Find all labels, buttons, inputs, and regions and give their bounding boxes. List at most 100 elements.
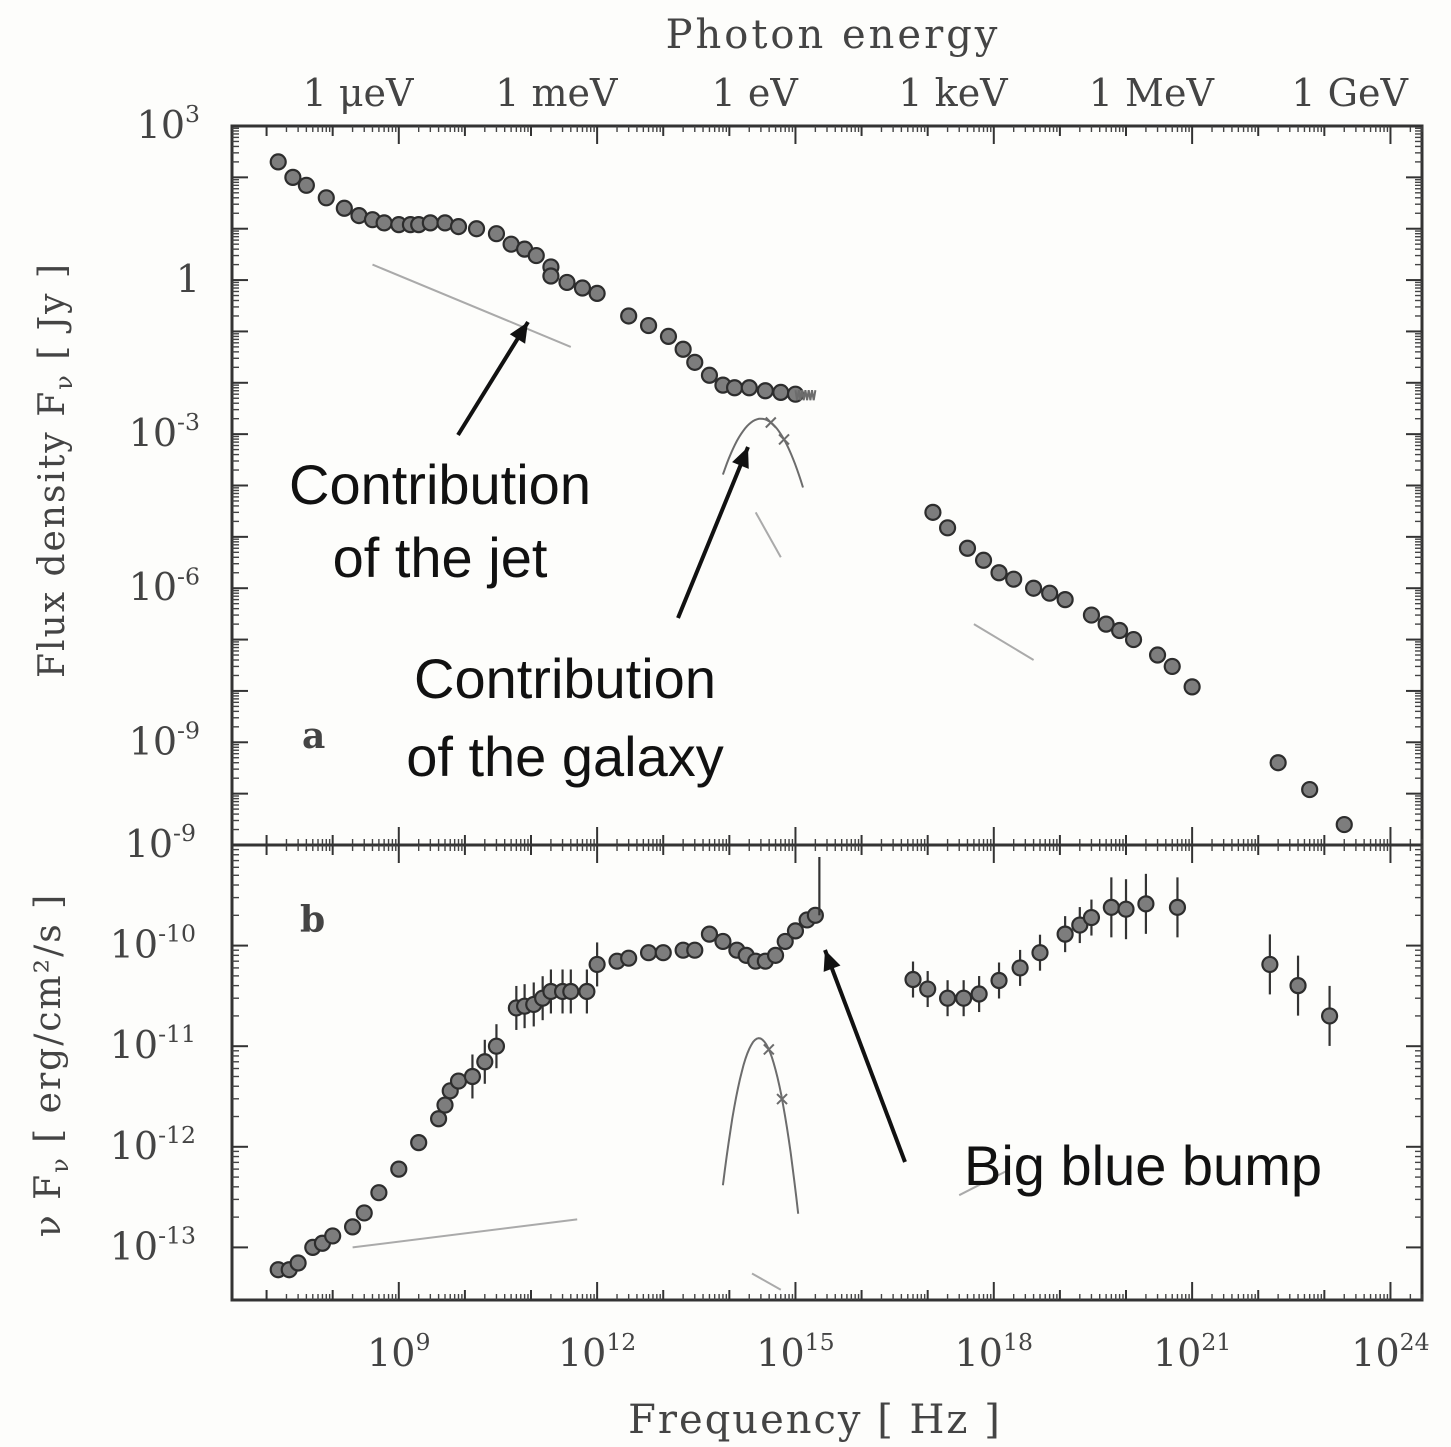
panel-a-y-tick-label: 103 xyxy=(137,100,200,147)
panel-b-data-point xyxy=(429,1110,448,1128)
panel-a-data-point xyxy=(542,267,560,285)
panel-b-data-point xyxy=(1011,959,1029,977)
x-tick-label: 1018 xyxy=(955,1328,1033,1375)
annotation-big-blue-bump: Big blue bump xyxy=(964,1134,1322,1197)
panel-b-data-point xyxy=(700,925,719,943)
panel-a-data-point xyxy=(1301,780,1319,799)
panel-b-data-point xyxy=(904,970,922,989)
panel-a-data-point xyxy=(700,366,719,384)
panel-a-y-axis-label-unit: [ Jy ] xyxy=(32,262,73,373)
panel-a-data-point xyxy=(1097,615,1115,633)
panel-b-galaxy-faint-line xyxy=(751,1272,782,1291)
panel-b-data-point xyxy=(955,989,973,1007)
panel-b-data-point xyxy=(370,1184,388,1202)
panel-a-label: a xyxy=(302,715,325,757)
panel-a-galaxy-component-curve xyxy=(721,417,804,488)
top-axis-tick-label: 1 GeV xyxy=(1291,71,1408,115)
panel-a-data-point xyxy=(1082,606,1101,624)
panel-b-y-tick-label-exp: -12 xyxy=(158,1121,196,1149)
panel-a-y-tick-label: 1 xyxy=(176,257,200,301)
panel-b-y-axis-label-unit: [ erg/cm²/s ] xyxy=(28,893,69,1156)
x-tick-label: 1021 xyxy=(1153,1328,1231,1375)
x-tick-label-base: 10 xyxy=(1351,1331,1399,1375)
panel-a-data-point xyxy=(1335,815,1353,834)
top-axis-tick-label: 1 MeV xyxy=(1089,71,1215,115)
top-axis-tick-label: 1 eV xyxy=(712,71,799,115)
panel-a-data-point xyxy=(573,279,592,297)
x-tick-label-base: 10 xyxy=(955,1331,1003,1375)
panel-a-data-point xyxy=(335,199,353,217)
panel-b-data-point xyxy=(1102,898,1120,916)
x-tick-label-exp: 9 xyxy=(415,1328,430,1356)
panel-b-data-point xyxy=(1117,900,1135,918)
panel-a-data-point xyxy=(725,379,744,397)
x-tick-label: 1012 xyxy=(558,1328,636,1375)
panel-b-y-tick-label: 10-12 xyxy=(110,1121,196,1168)
panel-a-data-point xyxy=(1056,591,1074,609)
panel-b-galaxy-component-curve xyxy=(721,1037,800,1214)
annotation-galaxy-line-2: of the galaxy xyxy=(406,725,724,788)
panel-a-data-point xyxy=(1024,579,1043,597)
panel-a-data-point xyxy=(527,246,545,265)
panel-a-data-point xyxy=(467,220,486,238)
panel-a-data-point xyxy=(284,168,302,186)
panel-b-data-point xyxy=(1056,925,1074,943)
panel-a-data-point xyxy=(1183,678,1201,696)
panel-b-y-axis-label-sub: ν xyxy=(46,1156,74,1173)
panel-b-y-tick-label-exp: -10 xyxy=(158,920,196,948)
panel-a-data-point xyxy=(269,153,287,171)
top-axis-title: Photon energy xyxy=(666,12,1001,58)
panel-b-data-point xyxy=(588,955,606,974)
annotation-galaxy-line-1: Contribution xyxy=(414,647,716,710)
panel-a-noisy-uv-trace xyxy=(794,390,817,401)
x-tick-label-exp: 21 xyxy=(1201,1328,1231,1356)
panel-a-y-tick-label-exp: -9 xyxy=(177,716,200,744)
panel-b-y-tick-label-base: 10 xyxy=(110,1023,158,1067)
panel-b-data-point xyxy=(1320,1007,1339,1025)
panel-b-data-point xyxy=(620,949,638,967)
panel-a-data-point xyxy=(1148,646,1167,664)
panel-b-data-point xyxy=(463,1067,482,1086)
panel-a-jet-component-line xyxy=(372,263,572,348)
panel-b-galaxy-component-curve-marker xyxy=(776,1093,788,1105)
panel-b-y-axis-label-main: ν F xyxy=(28,1173,69,1237)
panel-a-y-tick-label-base: 10 xyxy=(129,565,177,609)
panel-a-galaxy-component-curve-marker xyxy=(765,416,777,429)
panel-a-y-tick-label-base: 10 xyxy=(137,103,185,147)
panel-b-y-tick-label: 10-13 xyxy=(110,1221,196,1268)
panel-a-y-axis-label: Flux density Fν [ Jy ] xyxy=(32,262,78,678)
panel-b-y-tick-label-base: 10 xyxy=(125,822,173,866)
panel-b-data-point xyxy=(639,944,658,962)
panel-b-y-tick-label-base: 10 xyxy=(110,1224,158,1268)
panel-a-data-point xyxy=(1005,570,1023,588)
panel-b-data-point xyxy=(1082,908,1101,927)
x-tick-label: 1015 xyxy=(756,1328,834,1375)
panel-b-data-point xyxy=(289,1254,307,1272)
panel-b-high-energy-component-line xyxy=(958,1169,1008,1197)
panel-b-data-point xyxy=(324,1227,342,1245)
panel-b-y-tick-label-exp: -13 xyxy=(158,1221,196,1249)
panel-b-data-point xyxy=(786,922,805,940)
panel-a-data-point xyxy=(740,379,758,397)
panel-b-data-point xyxy=(1168,898,1187,916)
x-tick-label: 109 xyxy=(367,1328,430,1375)
panel-a-y-tick-label-exp: 3 xyxy=(185,100,200,128)
x-tick-label-exp: 12 xyxy=(606,1328,636,1356)
annotation-jet-arrow-head xyxy=(509,322,528,344)
panel-a-y-tick-label-exp: -6 xyxy=(177,562,200,590)
panel-a-data-point xyxy=(938,519,957,537)
panel-a-y-tick-label: 10-6 xyxy=(129,562,200,609)
annotation-jet-line-1: Contribution xyxy=(289,453,591,516)
annotation-jet-line-2: of the jet xyxy=(333,526,548,589)
panel-b-y-tick-label: 10-10 xyxy=(110,920,196,967)
panel-a-y-tick-label-base: 1 xyxy=(176,257,200,301)
panel-b-y-tick-label: 10-11 xyxy=(110,1020,196,1067)
panel-a-data-point xyxy=(375,214,393,232)
panel-a-high-energy-component-line xyxy=(973,623,1035,661)
panel-a-data-point xyxy=(1041,584,1059,602)
top-axis-tick-label: 1 keV xyxy=(898,71,1008,115)
panel-a-data-point xyxy=(756,382,774,400)
panel-a-y-axis-label-sub: ν xyxy=(50,373,78,390)
